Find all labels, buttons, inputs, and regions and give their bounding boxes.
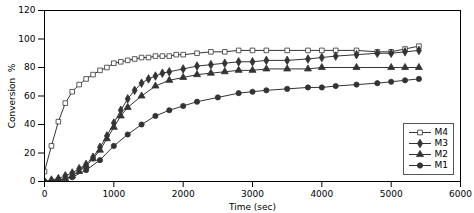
svg-text:20: 20 (24, 148, 36, 158)
svg-text:40: 40 (24, 119, 36, 129)
svg-text:80: 80 (24, 62, 36, 72)
svg-text:2000: 2000 (172, 189, 195, 199)
html-text:M4: M4 (434, 127, 448, 137)
svg-text:5000: 5000 (380, 189, 403, 199)
svg-text:6000: 6000 (449, 189, 472, 199)
svg-text:60: 60 (24, 91, 36, 101)
html-text:M3: M3 (434, 138, 448, 148)
svg-text:Conversion %: Conversion % (7, 63, 17, 128)
svg-text:120: 120 (18, 5, 35, 15)
svg-text:0: 0 (30, 176, 36, 186)
svg-text:0: 0 (42, 189, 48, 199)
svg-text:1000: 1000 (102, 189, 125, 199)
html-text:M1: M1 (434, 160, 448, 170)
svg-text:4000: 4000 (310, 189, 333, 199)
svg-text:3000: 3000 (241, 189, 264, 199)
html-text:M2: M2 (434, 149, 448, 159)
svg-text:100: 100 (18, 34, 35, 44)
svg-text:Time (sec): Time (sec) (228, 202, 276, 212)
